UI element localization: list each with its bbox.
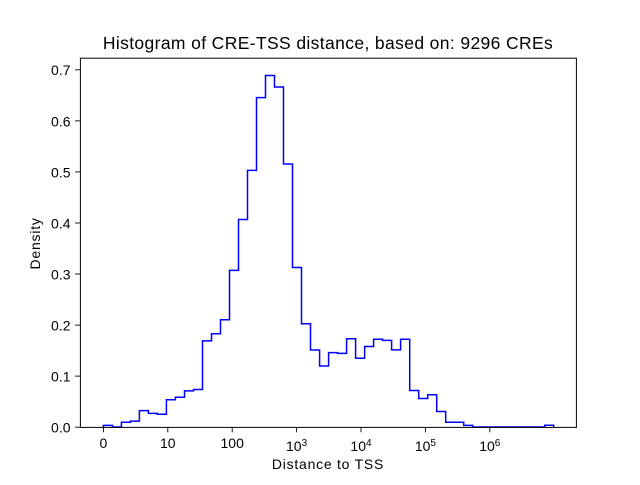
svg-text:100: 100 xyxy=(221,435,245,451)
svg-text:0.0: 0.0 xyxy=(51,420,71,436)
svg-text:Histogram of CRE-TSS distance,: Histogram of CRE-TSS distance, based on:… xyxy=(103,33,553,53)
svg-text:0: 0 xyxy=(100,435,108,451)
svg-text:0.6: 0.6 xyxy=(51,113,71,129)
svg-text:Distance to TSS: Distance to TSS xyxy=(272,456,384,472)
svg-text:10: 10 xyxy=(160,435,176,451)
svg-text:0.4: 0.4 xyxy=(51,215,71,231)
svg-text:0.3: 0.3 xyxy=(51,266,71,282)
svg-text:0.2: 0.2 xyxy=(51,318,71,334)
svg-text:0.1: 0.1 xyxy=(51,369,71,385)
svg-text:0.5: 0.5 xyxy=(51,164,71,180)
svg-text:Density: Density xyxy=(27,217,43,269)
svg-text:0.7: 0.7 xyxy=(51,62,71,78)
